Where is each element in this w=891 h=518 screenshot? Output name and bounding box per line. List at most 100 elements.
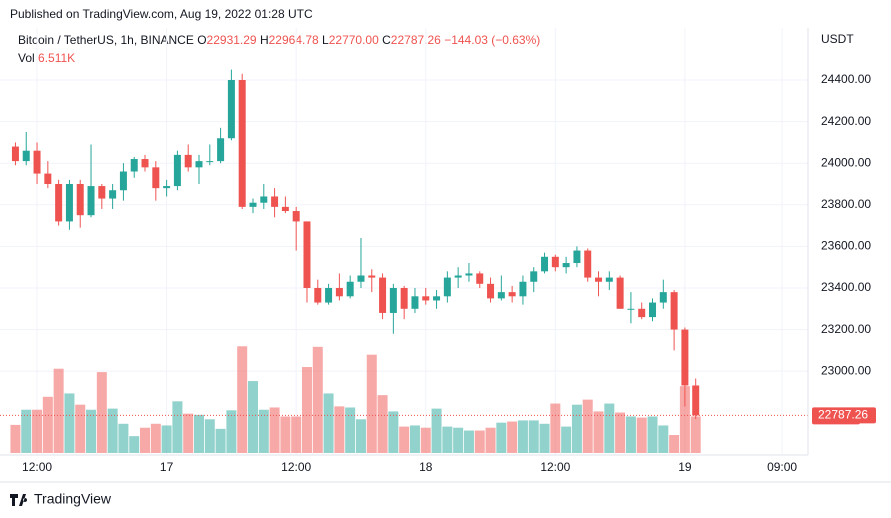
volume-bar bbox=[75, 404, 86, 453]
volume-bar bbox=[161, 425, 172, 453]
candle-body bbox=[681, 329, 689, 386]
candle-body bbox=[206, 161, 214, 163]
candle-body bbox=[616, 277, 624, 309]
candle-body bbox=[379, 277, 387, 313]
candles bbox=[0, 69, 808, 420]
volume-bar bbox=[32, 409, 43, 453]
y-tick-label: 24000.00 bbox=[821, 155, 871, 169]
legend-line: Bitcoin / TetherUS, 1h, BINANCE O22931.2… bbox=[18, 33, 540, 47]
candle-body bbox=[541, 256, 549, 272]
y-tick-label: 24200.00 bbox=[821, 114, 871, 128]
volume-bar bbox=[669, 435, 680, 453]
candle-body bbox=[573, 250, 581, 264]
candle-body bbox=[530, 271, 538, 282]
candle-body bbox=[55, 183, 63, 222]
candle-body bbox=[357, 275, 365, 282]
legend-key: O bbox=[197, 33, 206, 47]
candle-body bbox=[227, 79, 235, 139]
candle-body bbox=[87, 186, 95, 216]
candle-body bbox=[335, 287, 343, 297]
volume-bar bbox=[431, 408, 442, 453]
volume-bar bbox=[496, 422, 507, 453]
volume-bar bbox=[636, 417, 647, 453]
x-tick-label: 12:00 bbox=[281, 460, 311, 474]
volume-bar bbox=[10, 424, 21, 453]
candle-body bbox=[389, 287, 397, 313]
x-tick-label: 12:00 bbox=[540, 460, 570, 474]
candle-body bbox=[605, 277, 613, 282]
symbol: Bitcoin / TetherUS, 1h, BINANCE bbox=[18, 33, 194, 47]
volume-bar bbox=[140, 427, 151, 453]
volume-legend: Vol 6.511K bbox=[18, 51, 75, 65]
candle-body bbox=[195, 161, 203, 168]
axes: 23000.00 23200.00 23400.00 23600.00 23800.00… bbox=[22, 72, 876, 474]
volume-bar bbox=[388, 411, 399, 453]
candle-body bbox=[433, 296, 441, 301]
volume-bar bbox=[409, 425, 420, 453]
candle-body bbox=[76, 183, 84, 216]
volume-bar bbox=[399, 426, 410, 453]
candle-body bbox=[141, 159, 149, 168]
legend: Bitcoin / TetherUS, 1h, BINANCE O22931.2… bbox=[18, 33, 540, 65]
volume-bar bbox=[690, 416, 701, 453]
volume-bar bbox=[615, 412, 626, 453]
volume-bar bbox=[107, 408, 118, 453]
volume-bar bbox=[204, 419, 215, 453]
volume-bar bbox=[517, 420, 528, 453]
candle-body bbox=[487, 283, 495, 299]
volume-bar bbox=[226, 410, 237, 453]
volume-bar bbox=[96, 372, 107, 453]
y-tick-label: 23400.00 bbox=[821, 280, 871, 294]
volume-bar bbox=[194, 414, 205, 453]
candle-body bbox=[260, 196, 268, 203]
volume-bar bbox=[64, 393, 75, 453]
candle-body bbox=[659, 292, 667, 303]
candle-body bbox=[98, 186, 106, 199]
volume-bar bbox=[593, 411, 604, 453]
candle-body bbox=[152, 167, 160, 189]
candle-body bbox=[497, 292, 505, 299]
candle-body bbox=[33, 150, 41, 174]
volume-bar bbox=[323, 393, 334, 453]
volume-bar bbox=[258, 409, 269, 453]
candle-body bbox=[584, 250, 592, 278]
volume-bar bbox=[291, 416, 302, 453]
volume-bar bbox=[366, 354, 377, 453]
volume-bar bbox=[463, 430, 474, 453]
candle-body bbox=[173, 154, 181, 187]
footer-logo bbox=[10, 494, 28, 506]
legend-value: 22787.26 bbox=[391, 33, 441, 47]
candle-body bbox=[65, 183, 73, 222]
volume-bar bbox=[334, 406, 345, 453]
volume-bar bbox=[377, 395, 388, 453]
published-note: Published on TradingView.com, Aug 19, 20… bbox=[10, 7, 313, 21]
footer-brand: TradingView bbox=[34, 491, 112, 507]
legend-value: 22964.78 bbox=[269, 33, 319, 47]
candle-body bbox=[519, 281, 527, 297]
y-tick-label: 23000.00 bbox=[821, 363, 871, 377]
candle-body bbox=[184, 154, 192, 168]
volume-bar bbox=[571, 404, 582, 453]
candle-body bbox=[130, 159, 138, 172]
y-tick-label: 24400.00 bbox=[821, 72, 871, 86]
y-axis-label: USDT bbox=[821, 32, 854, 46]
volume-bar bbox=[561, 426, 572, 453]
candle-body bbox=[638, 308, 646, 318]
candle-body bbox=[368, 275, 376, 278]
candle-body bbox=[454, 275, 462, 278]
volume-bar bbox=[129, 436, 140, 453]
volume-bar bbox=[679, 386, 690, 453]
candle-body bbox=[627, 308, 635, 310]
legend-key: L bbox=[322, 33, 329, 47]
candle-body bbox=[400, 287, 408, 309]
legend-value: 22931.29 bbox=[207, 33, 257, 47]
volume-value: 6.511K bbox=[38, 51, 75, 65]
x-tick-label: 19 bbox=[678, 460, 692, 474]
volume-bar bbox=[485, 427, 496, 453]
volume-bar bbox=[42, 396, 53, 453]
y-tick-label: 23600.00 bbox=[821, 239, 871, 253]
volume-bar bbox=[604, 403, 615, 453]
volume-bar bbox=[280, 416, 291, 453]
volume-bar bbox=[442, 426, 453, 453]
candle-body bbox=[346, 281, 354, 297]
